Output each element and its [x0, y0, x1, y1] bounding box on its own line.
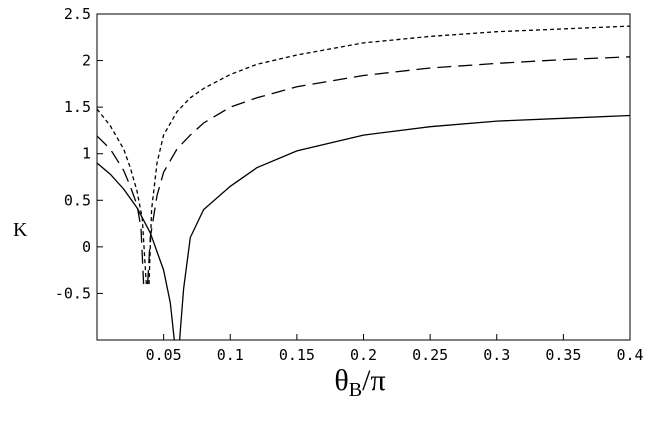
- x-axis-label-subscript: B: [349, 379, 362, 401]
- x-tick-label: 0.35: [545, 346, 581, 364]
- x-axis-label-divisor: /π: [362, 364, 385, 397]
- y-tick-label: -0.5: [55, 284, 91, 302]
- x-tick-label: 0.15: [279, 346, 315, 364]
- x-axis-label: θB/π: [334, 364, 385, 401]
- series-line-short-dash: [97, 108, 147, 285]
- series-line-long-dash: [97, 135, 145, 285]
- y-axis-label: K: [13, 219, 28, 241]
- y-tick-label: 1: [82, 145, 91, 163]
- series-lines: [97, 25, 630, 340]
- y-tick-label: 2.5: [64, 5, 91, 23]
- series-line-solid: [97, 162, 175, 340]
- tick-labels: 0.05 0.1 0.15 0.2 0.25 0.3 0.35 0.4 -0.5 0 0.5 1 1.5…: [55, 5, 644, 364]
- x-tick-label: 0.25: [412, 346, 448, 364]
- x-tick-label: 0.1: [217, 346, 244, 364]
- series-line-solid: [178, 114, 630, 340]
- x-tick-label: 0.05: [146, 346, 182, 364]
- y-tick-label: 1.5: [64, 98, 91, 116]
- y-tick-label: 0.5: [64, 191, 91, 209]
- x-tick-label: 0.4: [616, 346, 643, 364]
- x-axis-label-theta: θ: [334, 364, 348, 397]
- series-line-long-dash: [146, 56, 630, 285]
- plot-frame: [96, 13, 631, 341]
- y-tick-label: 0: [82, 238, 91, 256]
- tick-marks: [97, 13, 631, 340]
- x-tick-label: 0.3: [483, 346, 510, 364]
- x-tick-label: 0.2: [350, 346, 377, 364]
- series-line-short-dash: [148, 25, 630, 285]
- y-tick-label: 2: [82, 52, 91, 70]
